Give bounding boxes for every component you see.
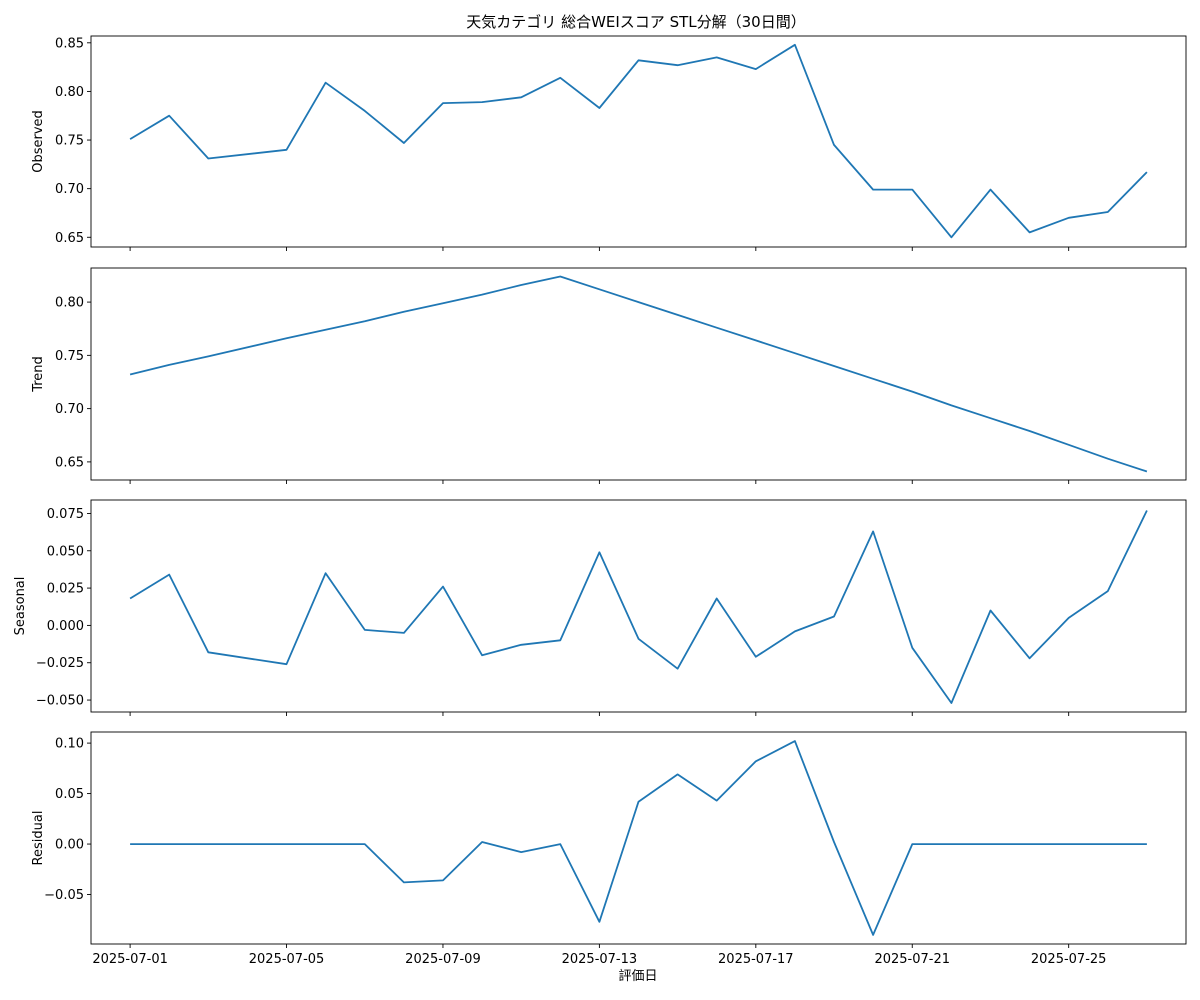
y-tick-label: −0.050 (36, 694, 84, 709)
y-axis-label: Seasonal (13, 577, 28, 636)
y-tick-label: 0.80 (55, 296, 84, 311)
x-tick-label: 2025-07-05 (249, 952, 325, 967)
y-tick-label: 0.05 (55, 787, 84, 802)
panel-observed: 0.65 0.70 0.75 0.80 0.85 Observed (31, 35, 1187, 251)
y-tick-label: 0.75 (55, 349, 84, 364)
x-tick-label: 2025-07-21 (874, 952, 950, 967)
panels-group: 0.65 0.70 0.75 0.80 0.85 Observed 0.65 0.70 0.75… (13, 35, 1187, 967)
y-tick-label: −0.025 (36, 656, 84, 671)
chart-title: 天気カテゴリ 総合WEIスコア STL分解（30日間） (466, 13, 805, 31)
x-tick-label: 2025-07-13 (562, 952, 638, 967)
y-tick-label: 0.075 (47, 507, 84, 522)
y-tick-label: 0.85 (55, 36, 84, 51)
axes-frame (90, 499, 1187, 713)
y-tick-label: 0.70 (55, 402, 84, 417)
axes-frame (90, 731, 1187, 945)
y-tick-label: 0.80 (55, 85, 84, 100)
y-axis-label: Trend (31, 356, 46, 393)
panel-seasonal: −0.050 −0.025 0.000 0.025 0.050 0.075 Seasonal (13, 499, 1187, 716)
y-tick-label: 0.75 (55, 134, 84, 149)
x-axis-label: 評価日 (618, 969, 657, 984)
panel-trend: 0.65 0.70 0.75 0.80 Trend (31, 267, 1187, 484)
y-axis-label: Residual (31, 811, 46, 866)
y-tick-label: 0.00 (55, 838, 84, 853)
y-tick-label: 0.70 (55, 182, 84, 197)
series-line-observed (129, 43, 1148, 239)
y-axis-label: Observed (31, 110, 46, 173)
y-tick-label: 0.050 (47, 544, 84, 559)
y-tick-label: 0.10 (55, 737, 84, 752)
x-tick-label: 2025-07-25 (1031, 952, 1107, 967)
y-tick-label: 0.65 (55, 455, 84, 470)
axes-frame (90, 267, 1187, 481)
x-tick-label: 2025-07-01 (92, 952, 168, 967)
y-tick-label: −0.05 (44, 888, 84, 903)
y-tick-label: 0.65 (55, 231, 84, 246)
y-tick-label: 0.025 (47, 582, 84, 597)
series-line-trend (129, 275, 1148, 473)
series-line-seasonal (129, 510, 1148, 704)
series-line-residual (130, 740, 1147, 936)
y-tick-label: 0.000 (47, 619, 84, 634)
x-tick-label: 2025-07-17 (718, 952, 794, 967)
panel-residual: −0.05 0.00 0.05 0.10 Residual 2025-07-01 2025-… (31, 731, 1187, 967)
x-tick-label: 2025-07-09 (405, 952, 481, 967)
axes-frame (90, 35, 1187, 248)
